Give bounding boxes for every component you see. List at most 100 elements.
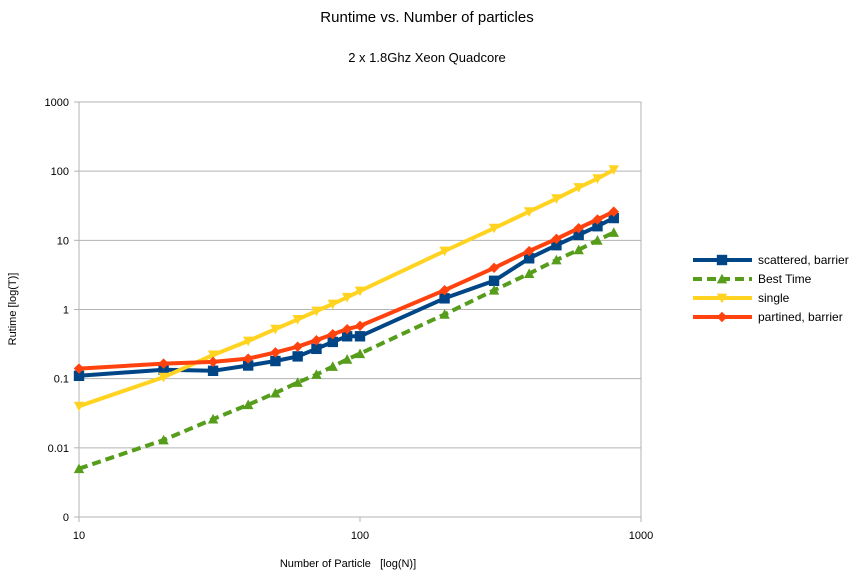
grid-lines <box>79 101 641 518</box>
y-tick-label: 0.01 <box>48 443 69 455</box>
data-point <box>608 212 619 224</box>
legend-marker <box>716 273 728 284</box>
y-tick-label: 1000 <box>45 97 69 109</box>
data-point <box>592 235 603 245</box>
data-point <box>327 299 338 310</box>
legend-label: single <box>758 291 790 305</box>
data-point <box>207 365 219 376</box>
data-point <box>158 434 169 445</box>
data-point <box>311 343 322 355</box>
series-best-time <box>73 227 619 474</box>
data-point <box>551 240 562 251</box>
legend-label: partined, barrier <box>758 310 843 324</box>
y-tick-label: 0 <box>63 512 69 524</box>
data-point <box>242 336 254 347</box>
legend: scattered, barrier Best Time single partine… <box>693 253 849 324</box>
series-line <box>78 230 615 471</box>
data-point <box>592 174 603 184</box>
data-point <box>523 245 535 257</box>
data-point <box>439 309 450 319</box>
series-scattered-barrier <box>73 212 619 382</box>
y-tick-label: 0.1 <box>54 374 69 386</box>
data-point <box>592 221 603 232</box>
data-point <box>551 254 562 265</box>
data-point <box>439 246 450 257</box>
legend-item: partined, barrier <box>693 310 843 324</box>
data-point <box>439 285 450 296</box>
data-point <box>354 331 366 342</box>
data-point <box>551 194 562 204</box>
data-point <box>327 328 338 340</box>
data-point <box>207 413 219 424</box>
data-point <box>592 214 603 225</box>
y-tick-label: 1 <box>63 305 69 317</box>
data-point <box>523 268 535 279</box>
data-point <box>488 285 500 295</box>
data-point <box>292 314 303 325</box>
data-point <box>354 286 366 297</box>
data-point <box>158 358 169 369</box>
data-point <box>311 369 322 379</box>
data-point <box>608 165 619 175</box>
data-point <box>242 399 254 410</box>
data-point <box>523 207 535 217</box>
data-point <box>158 372 169 383</box>
chart-title: Runtime vs. Number of particles <box>320 9 533 26</box>
data-point <box>158 364 169 375</box>
data-point <box>608 206 619 217</box>
legend-marker <box>716 254 728 266</box>
legend-item: scattered, barrier <box>693 253 849 267</box>
chart-subtitle: 2 x 1.8Ghz Xeon Quadcore <box>348 50 506 65</box>
data-point <box>311 306 322 317</box>
data-point <box>523 253 535 264</box>
data-point <box>439 293 450 304</box>
data-point <box>354 348 366 359</box>
data-point <box>270 347 281 358</box>
y-tick-label: 10 <box>57 235 69 247</box>
data-point <box>573 229 584 241</box>
data-point <box>327 336 338 348</box>
data-point <box>292 341 303 352</box>
data-point <box>551 233 562 245</box>
data-point <box>73 463 85 474</box>
data-point <box>488 223 500 234</box>
data-point <box>341 354 353 364</box>
axis-ticks: 0 0.01 0.1 1 10 100 1000 10 100 1000 <box>45 97 654 542</box>
data-point <box>242 360 254 371</box>
x-tick-label: 1000 <box>629 530 653 542</box>
series-partined-barrier <box>73 206 619 374</box>
series-group <box>73 165 619 474</box>
data-point <box>73 401 85 412</box>
data-point <box>311 334 322 346</box>
series-line <box>78 209 615 371</box>
x-tick-label: 100 <box>351 530 369 542</box>
legend-item: single <box>693 291 790 305</box>
legend-marker <box>716 311 728 323</box>
data-point <box>573 244 584 255</box>
data-point <box>270 387 281 398</box>
data-point <box>270 355 281 367</box>
data-point <box>242 353 254 364</box>
data-point <box>327 361 338 371</box>
data-point <box>73 370 85 382</box>
data-point <box>270 324 281 335</box>
data-point <box>341 323 353 335</box>
data-point <box>488 262 500 274</box>
x-axis-label: Number of Particle [log(N)] <box>280 558 416 570</box>
data-point <box>341 292 353 303</box>
legend-label: scattered, barrier <box>758 253 849 267</box>
data-point <box>608 227 619 237</box>
y-tick-label: 100 <box>51 166 69 178</box>
data-point <box>207 356 219 368</box>
data-point <box>207 350 219 361</box>
legend-item: Best Time <box>693 272 812 286</box>
legend-label: Best Time <box>758 272 812 286</box>
data-point <box>292 377 303 387</box>
data-point <box>341 331 353 342</box>
x-tick-label: 10 <box>73 530 85 542</box>
data-point <box>292 351 303 362</box>
data-point <box>573 183 584 193</box>
series-single <box>73 165 619 412</box>
legend-marker <box>716 293 728 304</box>
